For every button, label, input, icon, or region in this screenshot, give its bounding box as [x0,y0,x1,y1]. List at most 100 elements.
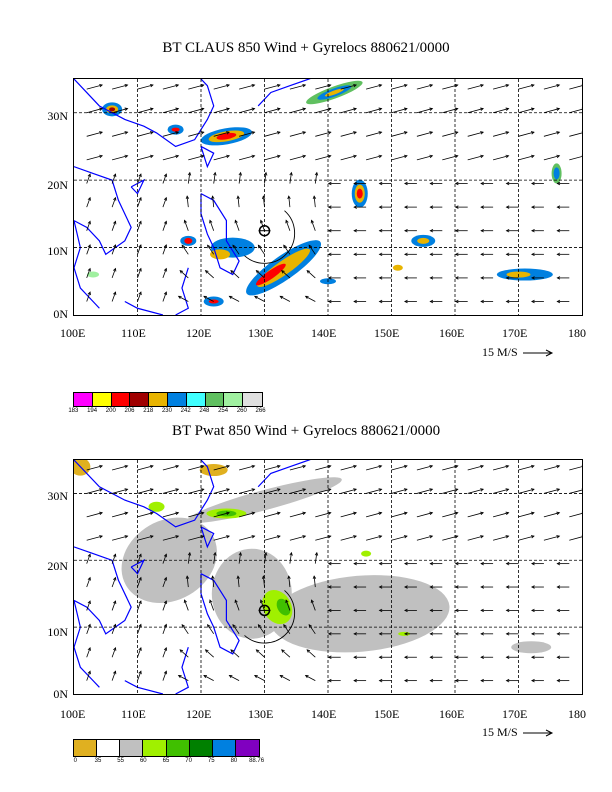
wind-arrow [237,196,240,208]
legend-swatch [205,393,225,406]
wind-arrow-head [327,205,332,209]
wind-arrow [188,512,204,518]
wind-arrow [86,465,103,471]
wind-arrow-head [454,131,459,135]
wind-arrow [543,155,560,161]
map-claus [73,78,583,316]
wind-arrow [162,84,179,90]
lon-label-100e-claus: 100E [60,326,86,340]
wind-arrow-head [234,219,238,224]
wind-arrow-head [429,205,434,209]
wind-arrow [518,535,535,541]
wind-arrow-head [283,623,287,628]
vector-scale-arrow-icon [522,349,553,357]
wind-arrow [391,512,408,518]
wind-arrow-head [327,488,332,492]
wind-arrow [86,291,91,302]
wind-arrow-head [255,269,260,274]
wind-arrow-head [251,83,256,88]
wind-arrow [340,131,357,137]
shaded-cell [255,263,286,286]
wind-arrow [86,108,103,114]
wind-arrow-head [251,488,256,492]
wind-arrow-head [530,464,535,469]
wind-arrow [162,600,167,611]
wind-arrow [234,599,240,611]
wind-arrow-head [378,205,383,209]
wind-arrow-head [175,83,180,88]
wind-arrow-head [454,511,459,515]
wind-arrow-head [505,107,510,111]
wind-arrow [238,512,255,518]
vector-scale-label: 15 M/S [482,725,518,739]
wind-arrow-head [556,228,561,233]
wind-arrow-head [200,83,205,88]
wind-arrow-head [175,535,180,539]
coastline [74,220,100,309]
legend-value: 230 [161,408,172,414]
wind-arrow [264,535,281,541]
wind-arrow [391,84,408,90]
wind-arrow-head [304,675,309,679]
wind-arrow-head [556,181,561,186]
wind-arrow [289,552,292,564]
wind-arrow-head [228,295,233,300]
legend-swatch [212,740,236,756]
wind-arrow [416,155,433,161]
coastline [200,526,215,549]
shaded-cell [511,641,552,654]
wind-arrow-head [454,107,459,111]
wind-arrow-head [187,171,192,176]
wind-arrow-head [179,649,184,653]
wind-arrow-head [403,131,408,135]
wind-arrow-head [429,154,434,159]
wind-arrow-head [327,561,332,566]
wind-arrow-head [429,678,434,683]
wind-arrow-head [200,131,205,135]
wind-arrow-head [505,511,510,515]
wind-arrow [467,84,484,90]
wind-arrow-head [403,154,408,159]
wind-arrow [213,552,216,564]
wind-arrow-head [403,107,408,111]
wind-arrow-head [276,535,281,539]
wind-arrow-head [276,511,281,515]
wind-arrow-head [99,488,104,492]
wind-arrow-head [87,173,91,178]
wind-arrow-head [378,181,383,186]
wind-arrow [137,108,154,114]
wind-arrow-head [287,575,291,580]
legend-swatch [120,740,144,756]
wind-arrow [283,624,291,635]
wind-arrow [86,488,103,494]
wind-arrow-head [505,464,510,469]
wind-arrow-head [207,244,211,249]
wind-arrow [213,465,230,471]
wind-arrow [179,270,189,279]
coastline [124,300,164,315]
wind-arrow-head [138,623,142,628]
wind-arrow-head [163,670,168,675]
wind-arrow-head [480,205,484,209]
wind-arrow [162,488,179,494]
wind-arrow-head [556,205,561,209]
wind-arrow-head [138,267,142,272]
wind-arrow-head [276,464,281,469]
wind-arrow [230,649,240,658]
wind-arrow-head [236,575,240,580]
legend-swatch [186,393,206,406]
wind-arrow-head [163,553,168,558]
wind-arrow-head [556,276,561,280]
legend-value: 88.76 [249,758,265,764]
wind-arrow [111,221,116,231]
wind-arrow [569,132,582,137]
wind-arrow-head [404,299,408,304]
wind-arrow-head [113,647,117,651]
wind-arrow-head [276,488,281,492]
wind-arrow [162,155,179,161]
wind-arrow-head [257,244,262,249]
wind-arrow-head [181,244,185,249]
legend-value: 80 [230,758,238,764]
wind-arrow-head [531,585,535,589]
wind-arrow [111,671,116,681]
